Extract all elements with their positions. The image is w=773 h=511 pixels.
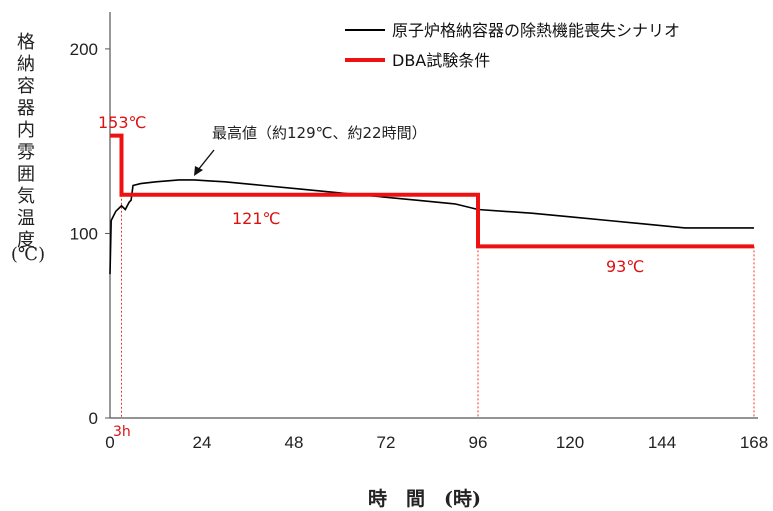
y-tick-label: 0 — [89, 409, 98, 428]
y-tick-label: 100 — [70, 224, 98, 243]
x-tick-label: 48 — [285, 433, 304, 452]
annotation-arrowhead — [194, 166, 203, 176]
y-label-char: 囲 — [17, 164, 35, 185]
y-label-char: 納 — [17, 54, 35, 75]
x-tick-label: 24 — [193, 433, 212, 452]
legend: 原子炉格納容器の除熱機能喪失シナリオ DBA試験条件 — [345, 21, 680, 70]
legend-label: 原子炉格納容器の除熱機能喪失シナリオ — [392, 21, 680, 40]
x-tick-label: 72 — [377, 433, 396, 452]
x-tick-label: 168 — [740, 433, 768, 452]
y-label-char: 容 — [17, 76, 35, 97]
x-tick-label: 144 — [648, 433, 676, 452]
y-label-char: 度 — [17, 230, 35, 251]
x-tick-label: 0 — [105, 433, 114, 452]
annotation-arrow — [197, 149, 215, 171]
y-label-char: 気 — [17, 186, 35, 207]
y-label-char: 器 — [17, 98, 35, 119]
axes — [109, 12, 758, 419]
reference-lines — [121, 194, 755, 418]
tick-labels: 0 100 200 0 24 48 72 96 120 144 168 — [70, 40, 769, 452]
series-line-scenario — [109, 179, 754, 275]
annotation-label: 93℃ — [606, 257, 644, 276]
annotation-label: 153℃ — [98, 113, 147, 132]
series-group — [109, 133, 754, 275]
x-tick-label: 96 — [469, 433, 488, 452]
y-label-unit: (℃) — [10, 244, 46, 265]
annotation-label: 121℃ — [232, 209, 281, 228]
y-label-char: 内 — [17, 120, 35, 141]
y-label-char: 温 — [17, 208, 35, 229]
x-tick-label: 120 — [556, 433, 584, 452]
y-label-char: 格 — [17, 32, 35, 53]
y-tick-label: 200 — [70, 40, 98, 59]
annotations: 153℃ 121℃ 93℃ 3h 最高値（約129℃、約22時間） — [98, 113, 644, 440]
annotation-label: 3h — [113, 424, 131, 440]
legend-label: DBA試験条件 — [392, 51, 490, 70]
x-axis-label: 時 間 (時) — [368, 488, 481, 510]
annotation-label: 最高値（約129℃、約22時間） — [212, 124, 427, 142]
y-label-char: 雰 — [17, 142, 35, 163]
series-line-dba — [110, 133, 754, 249]
